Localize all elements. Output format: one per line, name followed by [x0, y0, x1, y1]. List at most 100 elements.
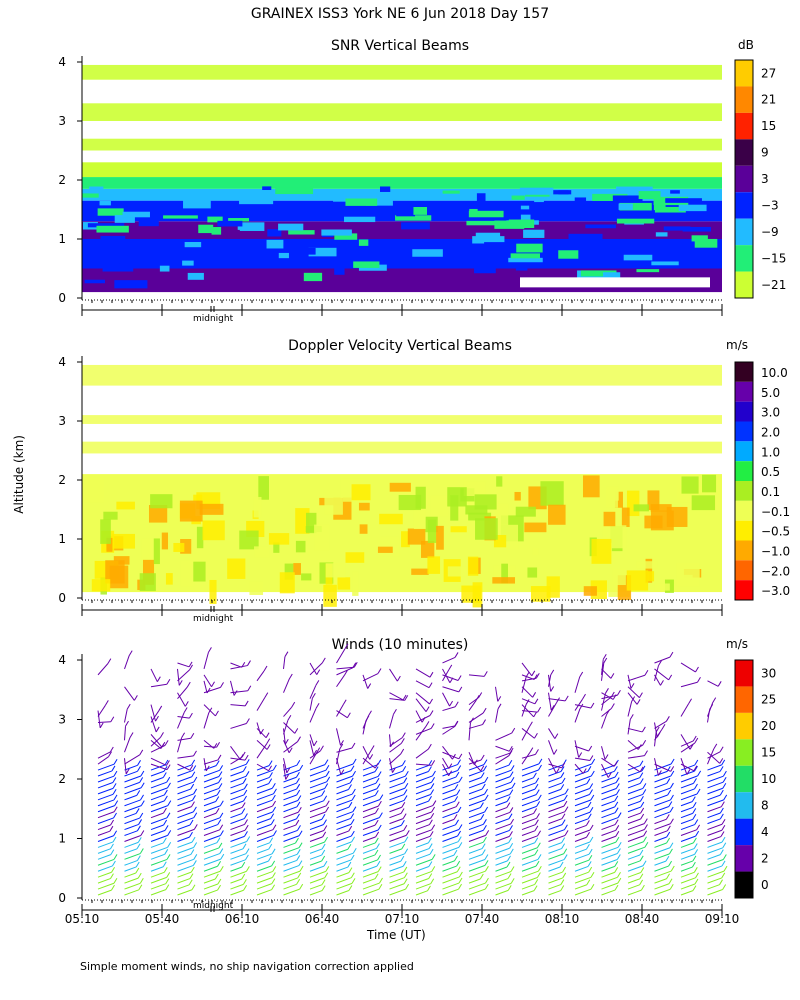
wind-barb-flag [482, 719, 486, 725]
wind-barb-flag [722, 842, 727, 849]
wind-barb [177, 763, 191, 771]
wind-barb-flag [266, 738, 271, 744]
doppler-patch [358, 502, 370, 511]
wind-barb [521, 890, 535, 896]
wind-barb-flag [348, 825, 353, 832]
doppler-patch [165, 573, 173, 585]
wind-barb-flag [429, 710, 434, 716]
wind-barb-flag [693, 867, 698, 873]
wind-barb [124, 709, 128, 723]
wind-barb [336, 782, 351, 789]
wind-barb [362, 859, 378, 866]
wind-barb [521, 769, 539, 777]
wind-barb [203, 883, 219, 890]
wind-barb [203, 853, 220, 860]
wind-barb [707, 836, 722, 842]
wind-barb-flag [615, 830, 620, 837]
wind-barb-flag [656, 731, 661, 738]
wind-barb [574, 770, 589, 777]
wind-barb-flag [694, 819, 699, 825]
wind-barb-flag [325, 806, 330, 813]
wind-barb [574, 836, 587, 842]
wind-barb-flag [533, 674, 538, 680]
snr-band-5 [82, 177, 722, 189]
doppler-patch [654, 583, 670, 591]
wind-barb [574, 871, 589, 878]
wind-barb [468, 807, 481, 813]
snr-patch [344, 216, 376, 223]
wind-barb [203, 652, 209, 670]
wind-barb-flag [721, 819, 726, 825]
wind-barb [627, 787, 644, 795]
snr-patch [89, 186, 104, 194]
wind-barb [601, 871, 615, 878]
wind-barb-flag [188, 879, 193, 886]
wind-barb-flag [694, 759, 699, 766]
wind-barb-flag [722, 776, 727, 783]
wind-barb [309, 818, 323, 825]
doppler-patch [295, 540, 306, 553]
snr-patch [239, 222, 265, 231]
wind-barb-flag [560, 885, 565, 891]
wind-barb-flag [480, 765, 485, 772]
snr-patch [553, 254, 563, 259]
wind-barb [548, 692, 552, 711]
colorbar-label: 20 [761, 719, 776, 733]
colorbar-swatch [735, 165, 753, 193]
wind-barb [283, 740, 290, 753]
wind-barb-flag [430, 723, 435, 729]
wind-barb-flag [667, 789, 672, 796]
wind-barb [442, 757, 450, 769]
wind-barb-flag [719, 758, 724, 764]
doppler-patch [153, 538, 160, 565]
doppler-patch [305, 526, 322, 533]
wind-barb [468, 793, 485, 801]
wind-barb [336, 848, 349, 854]
wind-barb [521, 698, 536, 705]
wind-barb [654, 668, 669, 681]
wind-barb-flag [588, 848, 593, 855]
wind-barb [389, 824, 402, 831]
wind-barb-flag [482, 819, 487, 825]
wind-barb-flag [296, 849, 301, 855]
wind-barb-flag [110, 849, 115, 855]
snr-patch [96, 225, 129, 233]
wind-barb [627, 823, 645, 831]
wind-barb-flag [481, 843, 486, 849]
wind-barb [521, 812, 534, 819]
wind-barb-flag [342, 699, 347, 706]
doppler-patch [603, 511, 616, 527]
wind-barb [415, 727, 432, 735]
wind-barb-flag [695, 872, 699, 879]
wind-barb [336, 830, 349, 836]
doppler-patch [91, 579, 111, 592]
wind-barb [442, 854, 455, 860]
wind-barb [309, 811, 326, 819]
wind-barb [97, 889, 112, 896]
wind-barb [415, 842, 429, 848]
wind-barb [574, 740, 580, 758]
wind-barb [389, 698, 405, 701]
wind-barb-flag [377, 800, 382, 807]
snr-patch [537, 248, 568, 255]
colorbar-swatch [735, 765, 753, 793]
snr-patch [442, 190, 460, 194]
wind-barb [521, 877, 538, 884]
snr-patch [574, 197, 587, 206]
snr-patch [82, 193, 99, 198]
wind-barb [309, 805, 327, 813]
wind-barb [601, 835, 616, 842]
wind-barb-flag [166, 764, 171, 770]
wind-barb [680, 860, 694, 866]
wind-barb-flag [561, 837, 566, 843]
snr-unit-label: dB [738, 38, 754, 52]
x-tick-label: 07:10 [385, 912, 420, 926]
wind-barb-flag [668, 878, 673, 885]
wind-barb [707, 787, 724, 795]
wind-barb [256, 787, 273, 795]
colorbar-label: 0 [761, 878, 769, 892]
colorbar-label: 2 [761, 851, 769, 865]
wind-barb [442, 811, 459, 819]
wind-barb-flag [642, 783, 647, 789]
y-tick-label: 1 [58, 232, 66, 246]
